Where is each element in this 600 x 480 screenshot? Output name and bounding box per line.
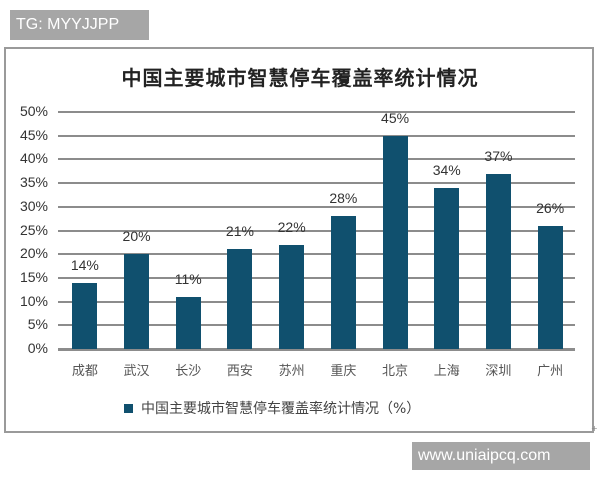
bar-1 (124, 254, 150, 349)
bar-3 (227, 249, 253, 349)
x-axis-line (58, 348, 575, 351)
bar-9 (537, 225, 563, 349)
gridline (58, 300, 575, 303)
bar-7 (434, 187, 460, 349)
plot-area: 14% 20% 11% 21% 22% 28% 45% 34% 37% 26% (58, 109, 575, 351)
x-tick-label: 深圳 (485, 364, 512, 379)
x-tick-label: 苏州 (278, 364, 305, 379)
gridline (58, 205, 575, 208)
x-tick-label: 成都 (71, 364, 98, 379)
x-tick-label: 上海 (433, 364, 460, 379)
bar-5 (330, 216, 356, 349)
x-tick-label: 武汉 (123, 364, 150, 379)
data-label: 34% (432, 161, 461, 178)
data-label: 14% (70, 256, 99, 273)
gridline (58, 253, 575, 256)
data-label: 37% (484, 147, 513, 164)
watermark-top: TG: MYYJJPP (10, 10, 149, 40)
bar-0 (72, 282, 98, 349)
data-label: 28% (329, 190, 358, 207)
y-tick-label: 0% (27, 340, 48, 356)
x-tick-label: 广州 (537, 364, 564, 379)
bar-4 (279, 244, 305, 349)
data-label: 45% (381, 109, 410, 126)
data-label: 21% (225, 223, 254, 240)
y-tick-label: 20% (19, 245, 48, 262)
gridline (58, 182, 575, 185)
bar-6 (382, 135, 408, 349)
y-tick-label: 30% (19, 197, 48, 214)
y-tick-label: 5% (27, 316, 48, 333)
gridline (58, 134, 575, 137)
x-tick-label: 重庆 (330, 364, 357, 379)
gridline (58, 324, 575, 327)
y-tick-label: 35% (19, 174, 48, 191)
y-tick-label: 15% (19, 268, 48, 285)
bar-8 (485, 173, 511, 349)
bar-2 (175, 296, 201, 349)
frame-corner-mark: + (591, 424, 598, 433)
legend-label: 中国主要城市智慧停车覆盖率统计情况（%） (141, 401, 421, 417)
gridline (58, 276, 575, 279)
y-tick-label: 40% (19, 150, 48, 167)
data-label: 11% (174, 270, 202, 287)
y-tick-label: 45% (19, 126, 48, 143)
chart-title: 中国主要城市智慧停车覆盖率统计情况 (121, 66, 479, 90)
data-label: 22% (277, 218, 306, 235)
gridline (58, 229, 575, 232)
legend: 中国主要城市智慧停车覆盖率统计情况（%） (124, 398, 420, 418)
x-tick-label: 西安 (226, 364, 253, 379)
x-tick-label: 长沙 (175, 364, 202, 379)
y-tick-label: 10% (19, 292, 48, 309)
gridline (58, 158, 575, 161)
legend-swatch-icon (124, 403, 133, 413)
watermark-bottom: www.uniaipcq.com (412, 442, 590, 470)
y-tick-label: 50% (19, 103, 48, 119)
data-label: 20% (122, 228, 151, 245)
data-label: 26% (536, 199, 565, 216)
y-tick-label: 25% (19, 221, 48, 238)
gridline (58, 111, 575, 113)
x-tick-label: 北京 (382, 364, 409, 379)
